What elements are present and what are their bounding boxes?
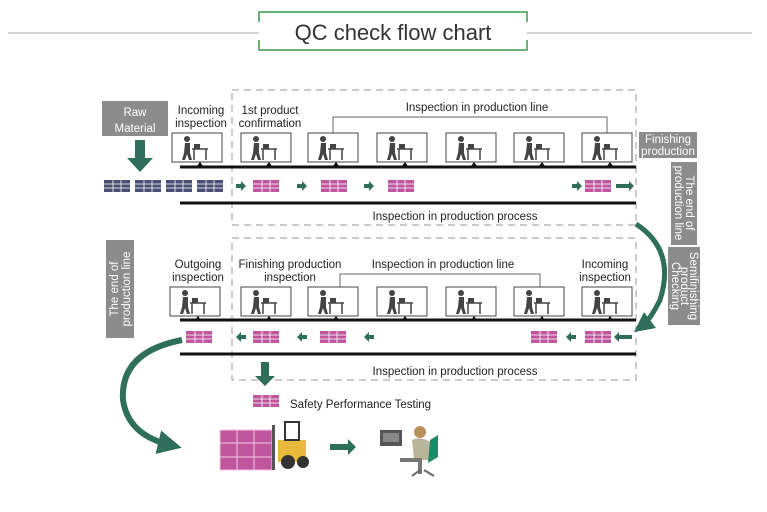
worker-at-bench-icon (240, 132, 292, 166)
svg-text:The end of: The end of (683, 176, 695, 232)
curved-arrow-left (119, 337, 183, 454)
right-arrow-icon (364, 181, 374, 191)
bottom-line-bracket (339, 273, 541, 287)
down-arrow-icon (255, 362, 275, 386)
worker-at-bench-icon (445, 132, 497, 166)
pallet-icon (253, 180, 279, 192)
pallet-icon (135, 180, 161, 192)
worker-at-bench-icon (513, 132, 565, 166)
top-section-frame (231, 89, 637, 226)
right-arrow-icon (330, 439, 356, 455)
left-arrow-icon (297, 332, 307, 342)
end-of-line-box-left: The end of production line (106, 240, 134, 338)
svg-text:Raw: Raw (123, 107, 147, 119)
worker-at-bench-icon (307, 286, 359, 320)
label-bottom-incoming-2: inspection (579, 272, 631, 284)
left-arrow-icon (566, 332, 576, 342)
top-line-bracket (332, 116, 608, 133)
label-bottom-line: Inspection in production line (372, 259, 515, 271)
pallet-icon (104, 180, 130, 192)
finishing-production-box: Finishing production (639, 132, 697, 158)
worker-at-bench-icon (445, 286, 497, 320)
worker-at-bench-icon (581, 286, 633, 320)
page-title: QC check flow chart (295, 20, 492, 45)
down-arrow-icon (127, 140, 153, 172)
worker-at-bench-icon (169, 286, 221, 320)
label-outgoing: Outgoing (175, 259, 222, 271)
label-top-line: Inspection in production line (406, 102, 549, 114)
bottom-section-frame (231, 237, 637, 381)
worker-at-bench-icon (376, 286, 428, 320)
label-first-product: 1st product (242, 105, 300, 117)
label-safety-testing: Safety Performance Testing (290, 399, 431, 411)
svg-text:Material: Material (115, 123, 156, 135)
svg-text:production line: production line (121, 252, 133, 327)
label-bottom-incoming: Incoming (582, 259, 629, 271)
worker-at-bench-icon (581, 132, 633, 166)
forklift-icon (219, 421, 309, 471)
pallet-icon (321, 180, 347, 192)
worker-at-bench-icon (513, 286, 565, 320)
pallet-icon (585, 331, 611, 343)
left-arrow-icon (614, 332, 632, 342)
worker-at-bench-icon (240, 286, 292, 320)
right-arrow-icon (572, 181, 582, 191)
computer-operator-icon (380, 426, 438, 477)
worker-at-bench-icon (171, 132, 223, 166)
right-arrow-icon (236, 181, 246, 191)
pallet-icon (253, 331, 279, 343)
worker-at-bench-icon (307, 132, 359, 166)
svg-text:production line: production line (672, 166, 684, 241)
left-arrow-icon (364, 332, 374, 342)
left-arrow-icon (236, 332, 246, 342)
label-incoming-2: inspection (175, 118, 227, 130)
svg-text:The end of: The end of (109, 261, 121, 317)
right-arrow-icon (297, 181, 307, 191)
curved-arrow-right (634, 221, 668, 333)
svg-text:product: product (678, 267, 690, 306)
pallet-icon (166, 180, 192, 192)
svg-text:production: production (641, 146, 695, 158)
pallet-icon (388, 180, 414, 192)
pallet-icon (531, 331, 557, 343)
title-box: QC check flow chart (258, 11, 528, 51)
label-incoming: Incoming (178, 105, 225, 117)
pallet-icon (186, 331, 212, 343)
worker-at-bench-icon (376, 132, 428, 166)
label-first-product-2: confirmation (239, 118, 302, 130)
pallet-icon (197, 180, 223, 192)
semifinishing-box: Semifinishing product Checking (668, 247, 700, 325)
label-finishing-inspection-2: inspection (264, 272, 316, 284)
svg-text:Semifinishing: Semifinishing (687, 252, 699, 320)
label-finishing-inspection: Finishing production (239, 259, 342, 271)
raw-material-box: Raw Material (102, 101, 168, 136)
pallet-icon (320, 331, 346, 343)
svg-text:Finishing: Finishing (645, 134, 691, 146)
svg-text:Checking: Checking (669, 262, 681, 310)
pallet-icon (585, 180, 611, 192)
label-bottom-process: Inspection in production process (373, 366, 538, 378)
pallet-icon (253, 395, 279, 407)
label-outgoing-2: inspection (172, 272, 224, 284)
label-top-process: Inspection in production process (373, 211, 538, 223)
end-of-line-box-right: The end of production line (671, 162, 697, 245)
right-arrow-icon (616, 181, 634, 191)
